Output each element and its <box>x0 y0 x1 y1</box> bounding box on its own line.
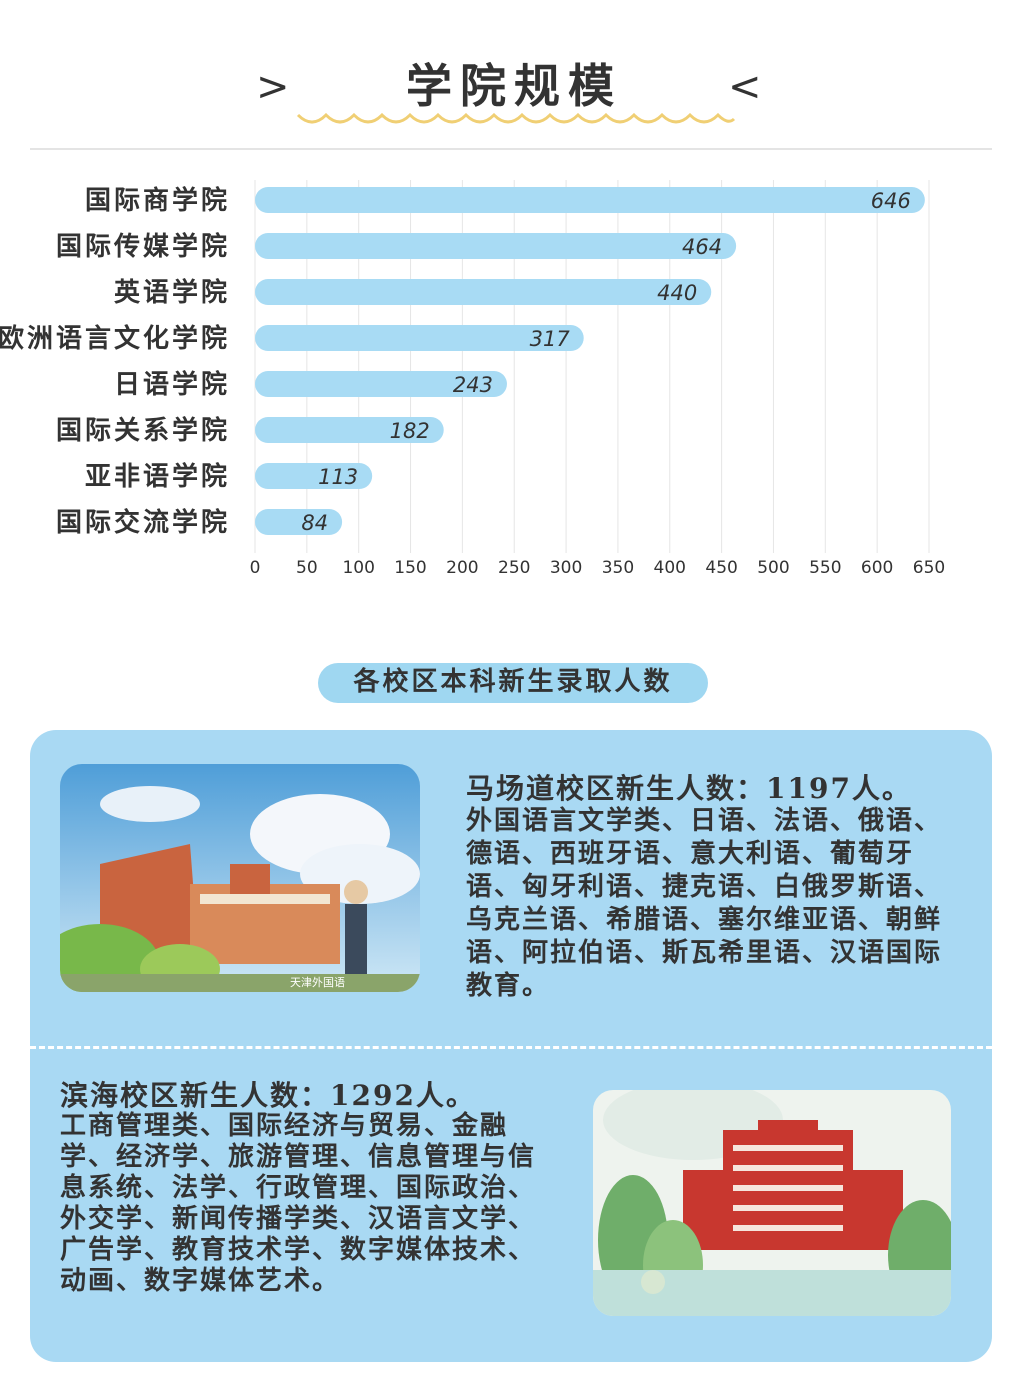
binhai-campus-illustration <box>593 1090 951 1316</box>
bar-5 <box>255 371 507 397</box>
x-tick-label: 0 <box>250 558 261 578</box>
x-tick-label: 350 <box>602 558 634 578</box>
right-chevron-decoration: < <box>728 64 762 110</box>
panel-dashed-divider <box>30 1046 992 1049</box>
madaodao-campus-heading: 马场道校区新生人数：1197人。 <box>466 772 912 805</box>
x-tick-label: 550 <box>809 558 841 578</box>
x-tick-label: 50 <box>296 558 318 578</box>
bar-value-label: 440 <box>657 281 697 305</box>
x-tick-label: 100 <box>342 558 374 578</box>
x-tick-label: 200 <box>446 558 478 578</box>
category-label: 国际传媒学院 <box>56 231 230 262</box>
bar-value-label: 84 <box>301 511 328 535</box>
campus-section-subtitle: 各校区本科新生录取人数 <box>318 663 708 703</box>
x-tick-label: 250 <box>498 558 530 578</box>
madaodao-campus-text: 马场道校区新生人数：1197人。 外国语言文学类、日语、法语、俄语、德语、西班牙… <box>466 772 966 1003</box>
x-tick-label: 450 <box>705 558 737 578</box>
bar-6 <box>255 417 444 443</box>
page-title: 学院规模 <box>406 59 622 113</box>
x-tick-label: 600 <box>861 558 893 578</box>
x-tick-label: 500 <box>757 558 789 578</box>
bar-4 <box>255 325 584 351</box>
category-label: 亚非语学院 <box>85 461 230 492</box>
left-chevron-decoration: > <box>256 64 290 110</box>
x-tick-label: 150 <box>394 558 426 578</box>
bar-value-label: 113 <box>318 465 358 489</box>
bar-8 <box>255 509 343 535</box>
category-label: 国际关系学院 <box>56 415 230 446</box>
wave-underline-decoration <box>296 112 736 124</box>
madaodao-campus-majors: 外国语言文学类、日语、法语、俄语、德语、西班牙语、意大利语、葡萄牙语、匈牙利语、… <box>466 806 943 1001</box>
image-watermark: 天津外国语 <box>290 976 345 989</box>
category-label: 欧洲语言文化学院 <box>0 323 230 354</box>
bar-value-label: 243 <box>453 373 493 397</box>
bar-7 <box>255 463 373 489</box>
bar-value-label: 182 <box>390 419 430 443</box>
bar-1 <box>255 187 925 213</box>
bar-value-label: 464 <box>682 235 722 259</box>
binhai-campus-text: 滨海校区新生人数：1292人。 工商管理类、国际经济与贸易、金融学、经济学、旅游… <box>60 1080 550 1297</box>
x-tick-label: 300 <box>550 558 582 578</box>
title-area: > 学院规模 < <box>0 40 1028 135</box>
college-scale-bar-chart: 0 50 100 150 200 250 300 350 400 450 500 550 600 650 国… <box>0 180 945 578</box>
madaodao-campus-illustration: 天津外国语 <box>60 764 420 992</box>
bar-value-label: 646 <box>871 189 911 213</box>
x-tick-label: 400 <box>654 558 686 578</box>
category-label: 日语学院 <box>114 369 230 400</box>
binhai-campus-majors: 工商管理类、国际经济与贸易、金融学、经济学、旅游管理、信息管理与信息系统、法学、… <box>60 1111 537 1296</box>
bar-value-label: 317 <box>530 327 571 351</box>
category-label: 英语学院 <box>114 277 230 308</box>
x-tick-label: 650 <box>913 558 945 578</box>
bar-3 <box>255 279 712 305</box>
category-label: 国际商学院 <box>85 185 230 216</box>
category-label: 国际交流学院 <box>56 507 230 538</box>
binhai-campus-heading: 滨海校区新生人数：1292人。 <box>60 1079 476 1112</box>
subtitle-text: 各校区本科新生录取人数 <box>353 667 673 697</box>
bar-2 <box>255 233 737 259</box>
section-divider <box>30 148 992 150</box>
